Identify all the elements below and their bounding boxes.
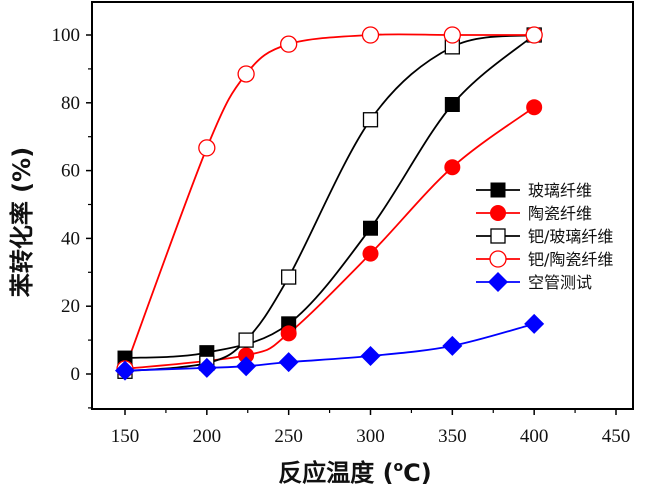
x-tick-label: 300 [356, 426, 385, 447]
data-point [361, 26, 380, 44]
data-point [238, 347, 255, 364]
x-axis-title-tail: C) [403, 459, 432, 487]
plot-series [115, 26, 545, 381]
legend-item: 空管测试 [476, 272, 592, 292]
data-point [444, 159, 461, 176]
legend-label: 空管测试 [528, 273, 592, 292]
data-point [281, 269, 297, 285]
y-tick-label: 80 [61, 93, 80, 114]
data-point [280, 35, 298, 53]
y-tick-label: 100 [52, 25, 81, 46]
x-tick-label: 350 [438, 426, 467, 447]
series-markers-4 [115, 313, 545, 381]
axes: 150 200 250 300 350 400 450 0 20 40 60 80 100 [52, 25, 631, 447]
series-markers-1 [117, 99, 543, 377]
legend-label: 钯/玻璃纤维 [528, 227, 613, 246]
x-tick-label: 250 [274, 426, 303, 447]
legend-marker [488, 272, 508, 292]
data-point [236, 356, 257, 377]
legend-item: 陶瓷纤维 [476, 204, 592, 223]
data-point [526, 99, 543, 116]
data-point [196, 357, 217, 378]
data-point [237, 65, 255, 83]
series-line [124, 34, 535, 359]
data-point [278, 352, 299, 373]
x-axis-title-main: 反应温度 ( [278, 459, 393, 487]
x-tick-label: 400 [520, 426, 549, 447]
legend-marker [490, 182, 506, 198]
x-axis-title: 反应温度 (oC) [278, 459, 432, 487]
data-point [442, 335, 463, 356]
legend-marker [489, 250, 507, 268]
data-point [443, 26, 461, 44]
data-point [360, 346, 381, 367]
series-1 [124, 106, 535, 370]
legend-item: 钯/玻璃纤维 [476, 227, 613, 246]
data-point [115, 360, 135, 381]
data-point [362, 245, 379, 262]
series-markers-2 [117, 27, 542, 379]
plot-frame [91, 1, 634, 410]
legend-label: 陶瓷纤维 [528, 204, 592, 223]
data-point [198, 139, 216, 157]
data-point [444, 96, 460, 112]
data-point [524, 313, 545, 334]
data-point [363, 220, 378, 236]
legend-item: 玻璃纤维 [476, 181, 592, 200]
x-tick-label: 150 [111, 426, 140, 447]
legend-label: 钯/陶瓷纤维 [528, 250, 613, 269]
legend-label: 玻璃纤维 [528, 181, 592, 200]
y-tick-label: 40 [61, 228, 80, 249]
x-axis-title-sup: o [394, 459, 404, 475]
legend-item: 钯/陶瓷纤维 [476, 250, 613, 269]
x-tick-label: 200 [193, 426, 222, 447]
legend-marker [490, 228, 506, 244]
y-tick-label: 0 [71, 364, 81, 385]
y-tick-label: 60 [61, 161, 80, 182]
series-line [124, 106, 535, 370]
data-point [525, 26, 543, 44]
data-point [362, 112, 379, 128]
y-tick-label: 20 [61, 296, 80, 317]
series-0 [124, 34, 535, 359]
y-axis-title: 苯转化率 (%) [8, 147, 36, 298]
data-point [280, 325, 297, 342]
x-tick-label: 450 [602, 426, 631, 447]
data-point [238, 332, 254, 348]
legend-marker [490, 205, 506, 221]
